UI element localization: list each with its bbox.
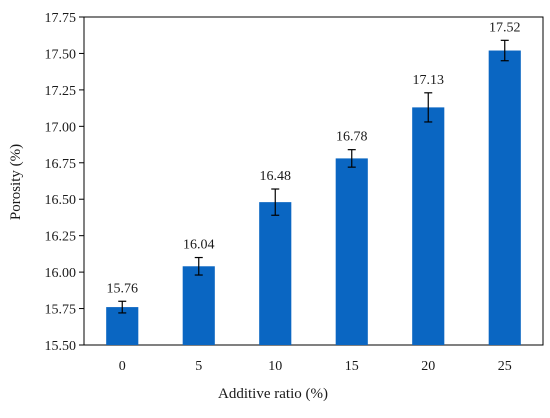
data-label: 16.78 — [336, 130, 368, 145]
bar — [182, 266, 215, 345]
y-tick-label: 15.50 — [45, 339, 77, 354]
x-tick-label: 15 — [345, 359, 359, 374]
data-label: 16.04 — [183, 238, 215, 253]
y-tick-label: 17.25 — [45, 84, 77, 99]
y-tick-label: 17.00 — [45, 120, 77, 135]
x-tick-label: 10 — [268, 359, 282, 374]
y-tick-label: 16.25 — [45, 230, 77, 245]
data-label: 17.13 — [413, 73, 445, 88]
y-tick-label: 16.75 — [45, 157, 77, 172]
data-label: 16.48 — [260, 169, 292, 184]
y-tick-label: 15.75 — [45, 303, 77, 318]
data-label: 15.76 — [107, 281, 139, 296]
plot-area: 15.50 15.75 16.00 16.25 16.50 16.75 17.00 17.25… — [45, 11, 544, 374]
bar — [488, 50, 521, 345]
y-axis-label: Porosity (%) — [8, 144, 24, 220]
x-tick-label: 5 — [195, 359, 202, 374]
bar — [412, 107, 445, 345]
y-tick-label: 17.50 — [45, 47, 77, 62]
y-tick-label: 16.50 — [45, 193, 77, 208]
data-label: 17.52 — [489, 20, 521, 35]
plot-frame — [83, 16, 544, 346]
y-tick-label: 17.75 — [45, 11, 77, 26]
x-axis-label: Additive ratio (%) — [218, 386, 328, 402]
bar — [259, 202, 292, 345]
bar — [335, 158, 368, 345]
x-tick-label: 25 — [498, 359, 512, 374]
x-tick-label: 20 — [421, 359, 435, 374]
y-tick-label: 16.00 — [45, 266, 77, 281]
x-tick-label: 0 — [119, 359, 126, 374]
